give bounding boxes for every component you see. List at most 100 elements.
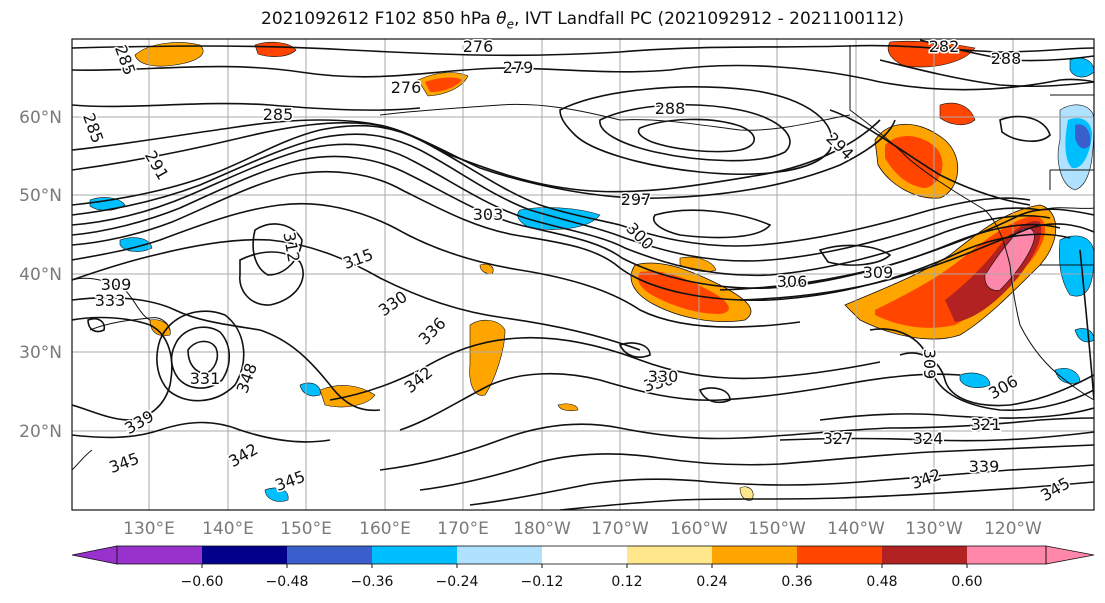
contour-line — [618, 342, 651, 358]
contour-value-label: 288 — [655, 99, 686, 118]
lon-label: 120°W — [984, 519, 1042, 539]
contour-line — [469, 464, 1094, 506]
contour-value-label: 330 — [648, 367, 679, 386]
colorbar-ticks — [201, 564, 968, 568]
colorbar-segment — [287, 546, 372, 564]
title-theta-subscript: e — [506, 17, 514, 32]
contour-line — [87, 317, 106, 333]
colorbar-segment — [967, 546, 1046, 564]
contour-line — [419, 444, 1094, 491]
contour-value-label: 306 — [777, 272, 808, 291]
colorbar-segment — [712, 546, 797, 564]
lon-label: 160°E — [359, 519, 411, 539]
contour-line — [72, 119, 896, 199]
colorbar-segment — [202, 546, 287, 564]
contour-line — [72, 44, 1094, 57]
contour-line — [879, 59, 1094, 88]
negative-region — [959, 372, 991, 389]
coastline — [89, 317, 171, 331]
contour-line — [72, 133, 1041, 262]
map-frame — [71, 38, 1095, 511]
contour-value-label: 279 — [503, 58, 534, 77]
negative-region — [89, 197, 126, 211]
contour-line — [829, 109, 1031, 206]
colorbar-tick-label: −0.24 — [436, 574, 479, 590]
contour-line — [559, 481, 1094, 510]
contour-line — [399, 372, 961, 431]
contour-value-label: 333 — [95, 291, 126, 310]
latitude-labels: 60°N 50°N 40°N 30°N 20°N — [19, 108, 62, 442]
colorbar-tick-label: 0.60 — [951, 574, 982, 590]
contour-line — [869, 328, 1094, 411]
contour-line — [72, 316, 173, 421]
contour-line — [156, 310, 245, 402]
contour-value-label: 309 — [863, 263, 894, 282]
longitude-labels: 130°E 140°E 150°E 160°E 170°E 180°W 170°… — [123, 519, 1042, 539]
lat-label: 40°N — [19, 265, 62, 285]
contour-value-label: 288 — [991, 49, 1022, 68]
contour-line — [72, 202, 801, 328]
colorbar-frame — [116, 545, 1047, 565]
positive-region — [557, 403, 579, 412]
lat-label: 20°N — [19, 422, 62, 442]
lon-label: 150°E — [280, 519, 332, 539]
colorbar-segment — [542, 546, 627, 564]
colorbar: −0.60 −0.48 −0.36 −0.24 −0.12 0.12 0.24 … — [71, 545, 1095, 590]
gridlines — [72, 39, 1094, 510]
map-title: 2021092612 F102 850 hPa θe, IVT Landfall… — [0, 9, 1105, 31]
colorbar-tick-label: 0.48 — [866, 574, 897, 590]
colorbar-segment — [372, 546, 457, 564]
contour-line — [819, 407, 1094, 421]
contour-value-label: 327 — [823, 429, 854, 448]
contour-line — [599, 104, 791, 162]
contour-line — [72, 64, 1094, 91]
contour-value-label: 331 — [190, 369, 221, 388]
contour-line — [72, 238, 641, 351]
coastline — [1049, 169, 1094, 190]
title-suffix: , IVT Landfall PC (2021092912 - 20211001… — [513, 9, 904, 29]
colorbar-tick-label: 0.12 — [611, 574, 642, 590]
contour-line — [72, 102, 421, 111]
lon-label: 160°W — [670, 519, 728, 539]
contour-value-label: 285 — [263, 105, 294, 124]
colorbar-tick-label: −0.36 — [351, 574, 394, 590]
contour-line — [739, 223, 1094, 301]
lat-label: 50°N — [19, 186, 62, 206]
contour-value-label: 339 — [969, 457, 1000, 476]
contour-value-label: 276 — [391, 78, 422, 97]
colorbar-segment — [457, 546, 542, 564]
contour-line — [653, 209, 772, 239]
contour-line — [187, 340, 219, 375]
contour-line — [779, 431, 1094, 442]
contour-value-label: 321 — [971, 415, 1002, 434]
contour-line — [72, 170, 1071, 302]
contour-line — [1079, 249, 1094, 401]
positive-region — [939, 102, 976, 126]
colorbar-segment — [882, 546, 967, 564]
colorbar-extend-right — [1045, 545, 1095, 565]
colorbar-tick-label: 0.36 — [781, 574, 812, 590]
lon-label: 130°E — [123, 519, 175, 539]
theta-e-contours — [72, 39, 1094, 510]
negative-region — [1059, 235, 1094, 297]
coastline — [1039, 207, 1094, 211]
lat-label: 60°N — [19, 108, 62, 128]
contour-line — [637, 118, 756, 153]
contour-value-label: 303 — [473, 205, 504, 224]
contour-line — [818, 244, 892, 266]
contour-line — [329, 336, 881, 401]
lon-label: 130°W — [905, 519, 963, 539]
lon-label: 170°W — [591, 519, 649, 539]
positive-region — [425, 77, 462, 92]
contour-value-label: 324 — [913, 429, 944, 448]
colorbar-extend-left — [71, 545, 118, 565]
contour-value-label: 309 — [101, 275, 132, 294]
contour-line — [559, 86, 833, 175]
colorbar-segment — [627, 546, 712, 564]
contour-line — [379, 417, 1094, 471]
contour-value-label: 282 — [929, 37, 960, 56]
map-content — [72, 39, 1094, 510]
negative-region — [1075, 124, 1091, 149]
contour-line — [239, 251, 304, 306]
